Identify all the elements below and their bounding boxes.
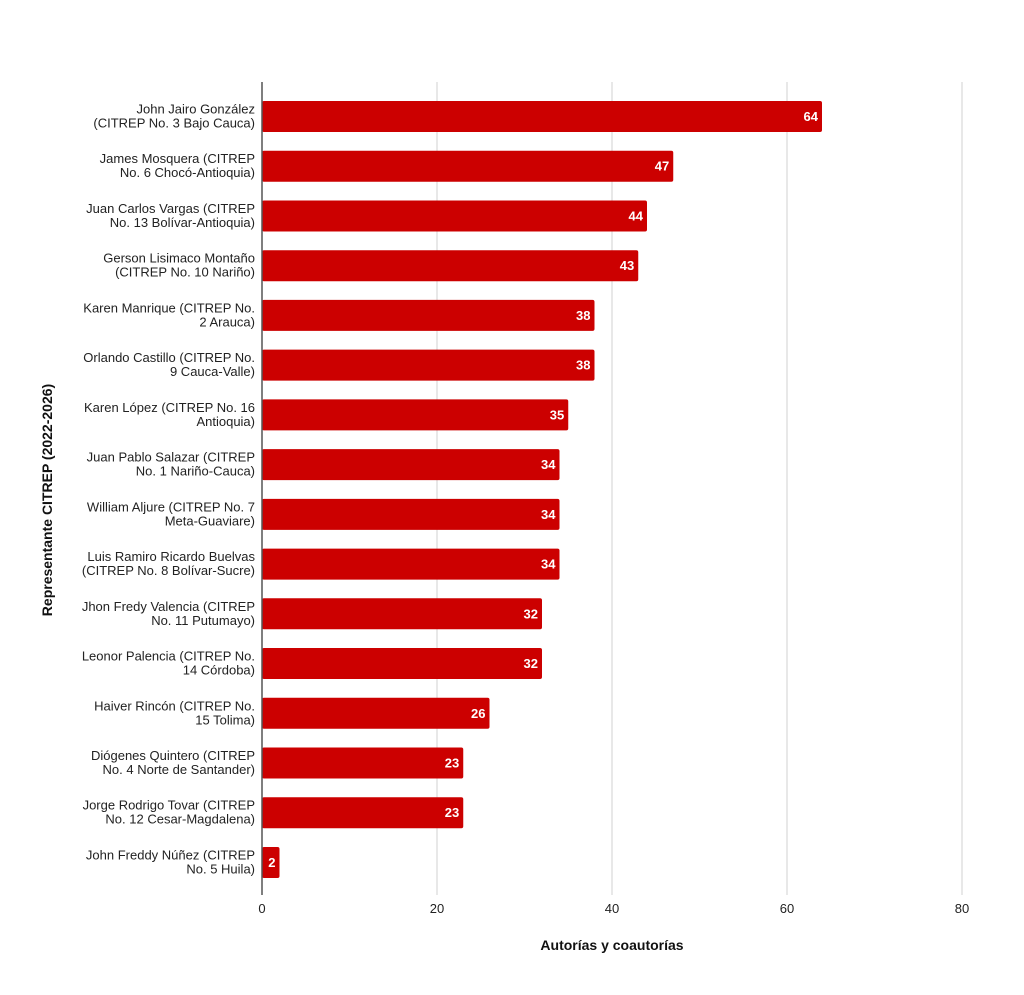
bar-value-label: 44 bbox=[629, 208, 644, 223]
category-label: Leonor Palencia (CITREP No. 14 Córdoba) bbox=[82, 649, 255, 678]
bar bbox=[262, 648, 542, 680]
category-label: Haiver Rincón (CITREP No. 15 Tolima) bbox=[94, 698, 255, 727]
category-label: Jhon Fredy Valencia (CITREP No. 11 Putuma… bbox=[82, 599, 255, 628]
bar-value-label: 38 bbox=[576, 358, 590, 373]
x-tick-label: 0 bbox=[258, 901, 265, 916]
bar bbox=[262, 299, 595, 331]
bar bbox=[262, 747, 464, 779]
bar-value-label: 32 bbox=[524, 606, 538, 621]
bar-value-label: 64 bbox=[804, 109, 819, 124]
category-label: Karen López (CITREP No. 16 Antioquia) bbox=[84, 400, 255, 429]
category-label: Luis Ramiro Ricardo Buelvas (CITREP No. 8… bbox=[82, 549, 256, 578]
bar bbox=[262, 349, 595, 381]
bar-value-label: 34 bbox=[541, 457, 556, 472]
bar-value-label: 23 bbox=[445, 755, 459, 770]
category-label: Karen Manrique (CITREP No. 2 Arauca) bbox=[83, 300, 255, 329]
category-label: Juan Pablo Salazar (CITREP No. 1 Nariño-C… bbox=[87, 450, 255, 479]
category-label: Orlando Castillo (CITREP No. 9 Cauca-Vall… bbox=[83, 350, 255, 379]
category-label: William Aljure (CITREP No. 7 Meta-Guaviar… bbox=[87, 499, 255, 528]
bar-value-label: 23 bbox=[445, 805, 459, 820]
x-axis-title: Autorías y coautorías bbox=[540, 937, 683, 953]
bar bbox=[262, 250, 639, 282]
category-label: James Mosquera (CITREP No. 6 Chocó-Antioq… bbox=[100, 151, 255, 180]
bar-value-label: 38 bbox=[576, 308, 590, 323]
bar-value-label: 26 bbox=[471, 706, 485, 721]
bar bbox=[262, 846, 280, 878]
category-label: Gerson Lisimaco Montaño (CITREP No. 10 Na… bbox=[103, 251, 255, 280]
bar-value-label: 47 bbox=[655, 159, 669, 174]
category-label: Diógenes Quintero (CITREP No. 4 Norte de … bbox=[91, 748, 255, 777]
bar bbox=[262, 797, 464, 829]
bar bbox=[262, 200, 647, 232]
x-tick-label: 60 bbox=[780, 901, 794, 916]
bar bbox=[262, 101, 822, 132]
category-label: John Jairo González (CITREP No. 3 Bajo Ca… bbox=[93, 102, 255, 131]
bar-value-label: 34 bbox=[541, 507, 556, 522]
x-tick-label: 40 bbox=[605, 901, 619, 916]
x-tick-label: 80 bbox=[955, 901, 969, 916]
bar bbox=[262, 598, 542, 630]
bar bbox=[262, 449, 560, 481]
bar bbox=[262, 548, 560, 580]
bar bbox=[262, 150, 674, 182]
x-tick-label: 20 bbox=[430, 901, 444, 916]
bar bbox=[262, 399, 569, 431]
bar-value-label: 32 bbox=[524, 656, 538, 671]
bar-value-label: 2 bbox=[268, 855, 275, 870]
category-label: Juan Carlos Vargas (CITREP No. 13 Bolívar… bbox=[86, 201, 255, 230]
category-label: Jorge Rodrigo Tovar (CITREP No. 12 Cesar-… bbox=[83, 798, 255, 827]
y-axis-title: Representante CITREP (2022-2026) bbox=[39, 384, 55, 616]
category-label: John Freddy Núñez (CITREP No. 5 Huila) bbox=[86, 847, 255, 876]
bar bbox=[262, 697, 490, 729]
bar bbox=[262, 498, 560, 530]
bar-value-label: 34 bbox=[541, 557, 556, 572]
bar-value-label: 43 bbox=[620, 258, 634, 273]
bar-value-label: 35 bbox=[550, 407, 564, 422]
